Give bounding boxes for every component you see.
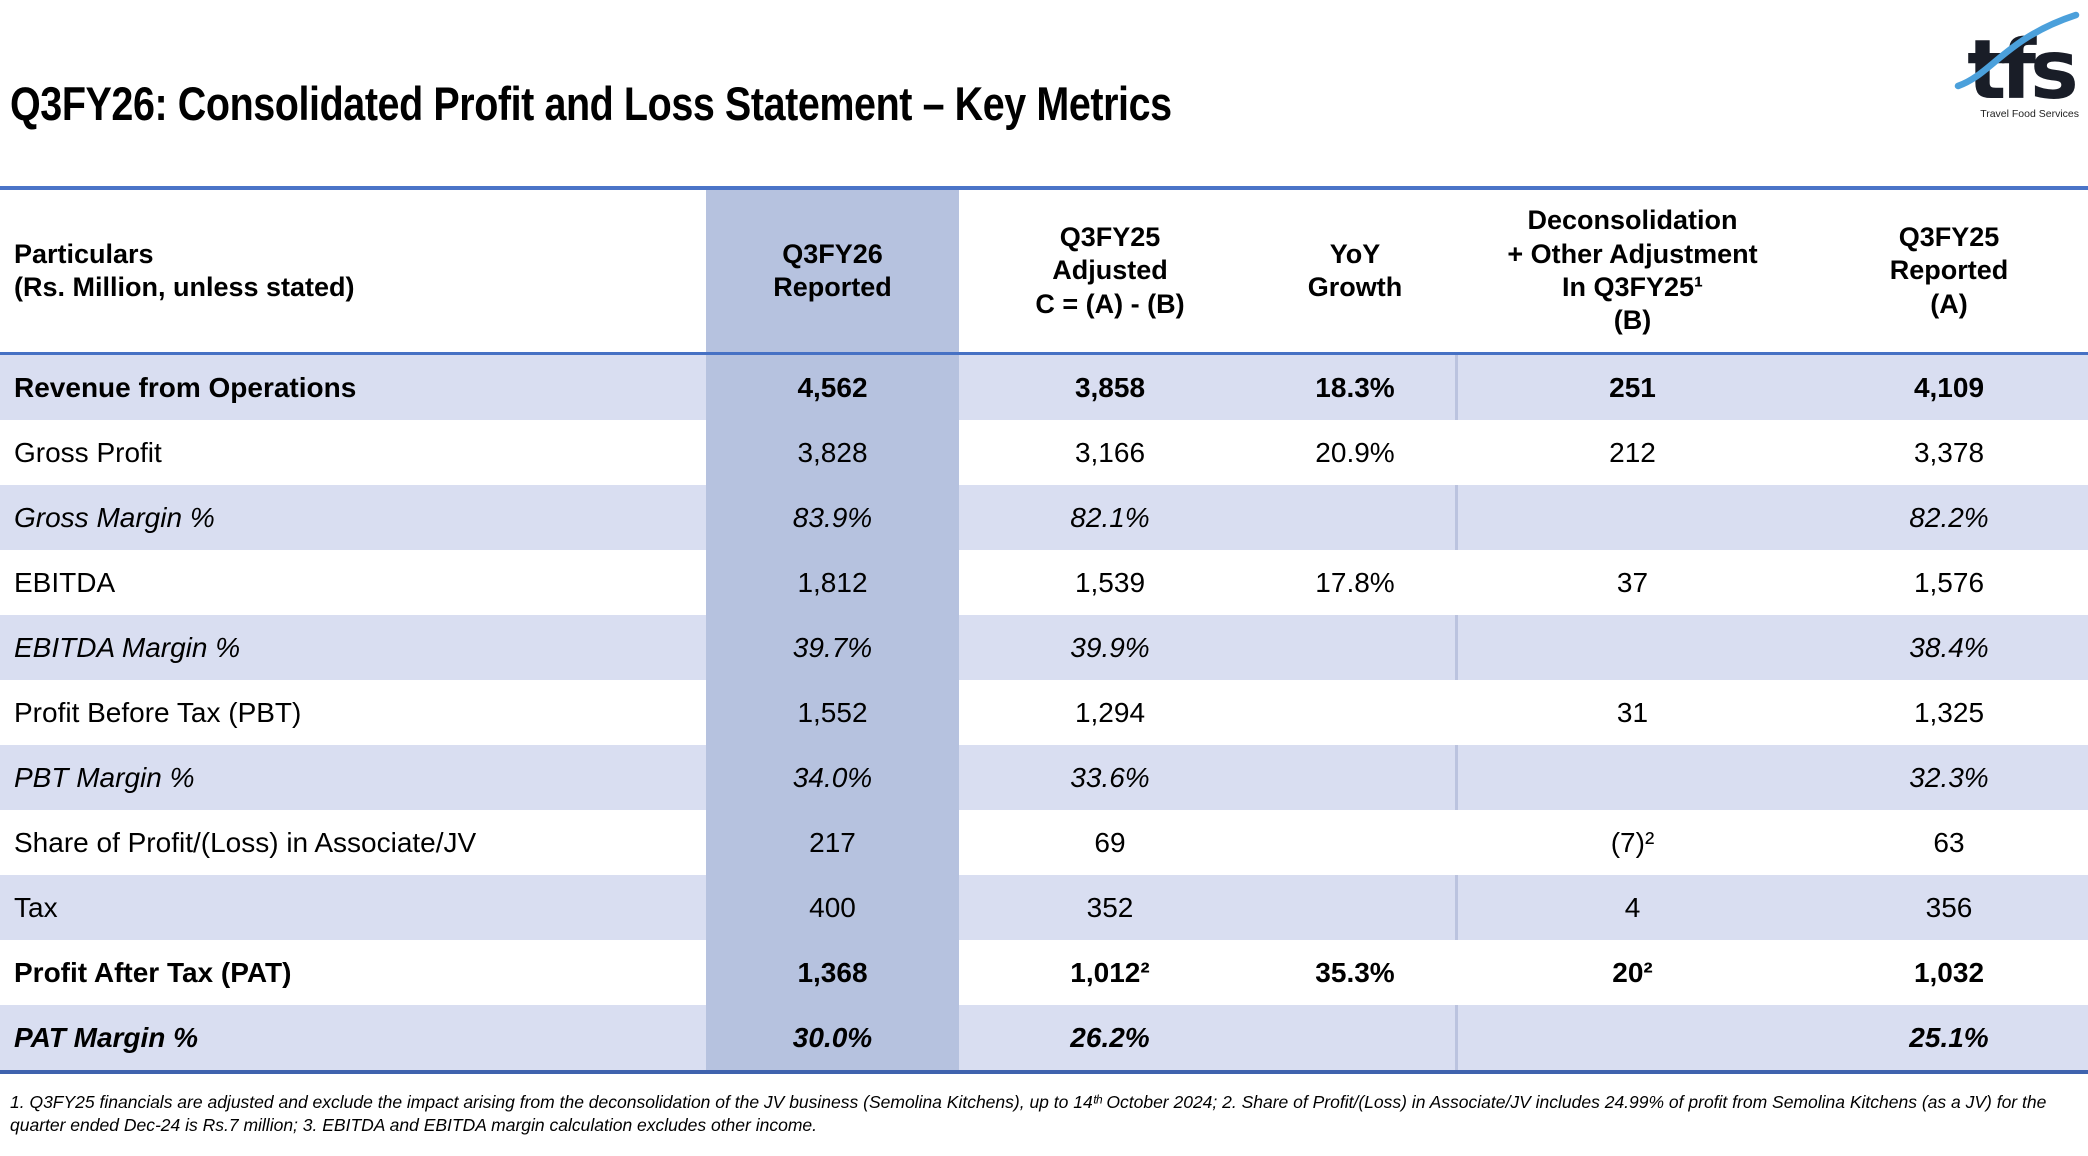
row-label: Revenue from Operations — [14, 371, 357, 403]
cell-q3fy25-reported: 4,109 — [1913, 371, 1985, 403]
table-row: Profit After Tax (PAT) 1,368 1,012² 35.3… — [0, 940, 2088, 1005]
footnotes: 1. Q3FY25 financials are adjusted and ex… — [10, 1092, 2047, 1136]
cell-yoy-growth: 18.3% — [1315, 371, 1395, 403]
cell-q3fy25-reported: 356 — [1925, 891, 1973, 923]
column-header-yoy-growth: YoY Growth — [1307, 238, 1403, 302]
cell-q3fy25-adjusted: 26.2% — [1070, 1021, 1150, 1053]
column-header-deconsolidation: Deconsolidation + Other Adjustment In Q3… — [1507, 205, 1758, 336]
cell-deconsolidation: 31 — [1616, 696, 1649, 728]
cell-deconsolidation: 251 — [1455, 355, 1810, 420]
table-body: Revenue from Operations 4,562 3,858 18.3… — [0, 355, 2088, 1070]
cell-q3fy25-reported: 32.3% — [1909, 761, 1989, 793]
cell-deconsolidation — [1455, 745, 1810, 810]
cell-q3fy26-reported: 4,562 — [700, 355, 965, 420]
cell-q3fy25-reported: 25.1% — [1909, 1021, 1989, 1053]
pl-table: Particulars (Rs. Million, unless stated)… — [0, 186, 2088, 1074]
cell-q3fy25-adjusted: 82.1% — [1070, 501, 1150, 533]
column-header-q3fy26-reported: Q3FY26 Reported — [700, 190, 965, 352]
cell-deconsolidation: 4 — [1455, 875, 1810, 940]
table-row: Share of Profit/(Loss) in Associate/JV 2… — [0, 810, 2088, 875]
cell-q3fy25-reported: 1,576 — [1913, 566, 1985, 598]
table-row: EBITDA Margin % 39.7% 39.9% 38.4% — [0, 615, 2088, 680]
cell-deconsolidation: (7)² — [1610, 826, 1655, 858]
page-title: Q3FY26: Consolidated Profit and Loss Sta… — [10, 77, 1172, 130]
cell-q3fy25-adjusted: 1,294 — [1074, 696, 1146, 728]
row-label: Profit Before Tax (PBT) — [14, 696, 302, 728]
cell-q3fy26-reported: 3,828 — [700, 420, 965, 485]
column-header-q3fy25-adjusted: Q3FY25 Adjusted C = (A) - (B) — [1035, 221, 1185, 319]
cell-q3fy25-reported: 1,032 — [1913, 956, 1985, 988]
cell-q3fy25-adjusted: 69 — [1094, 826, 1126, 858]
cell-yoy-growth: 17.8% — [1315, 566, 1395, 598]
cell-q3fy26-reported: 217 — [700, 810, 965, 875]
table-row: Gross Margin % 83.9% 82.1% 82.2% — [0, 485, 2088, 550]
cell-yoy-growth — [1255, 1005, 1455, 1070]
table-row: Profit Before Tax (PBT) 1,552 1,294 31 1… — [0, 680, 2088, 745]
cell-deconsolidation — [1455, 485, 1810, 550]
table-header-row: Particulars (Rs. Million, unless stated)… — [0, 190, 2088, 355]
table-row: PAT Margin % 30.0% 26.2% 25.1% — [0, 1005, 2088, 1070]
cell-q3fy26-reported: 1,368 — [700, 940, 965, 1005]
cell-q3fy26-reported: 83.9% — [700, 485, 965, 550]
cell-q3fy26-reported: 39.7% — [700, 615, 965, 680]
cell-deconsolidation: 37 — [1616, 566, 1649, 598]
table-row: Tax 400 352 4 356 — [0, 875, 2088, 940]
cell-q3fy25-reported: 1,325 — [1913, 696, 1985, 728]
row-label: Profit After Tax (PAT) — [14, 956, 292, 988]
column-header-particulars: Particulars (Rs. Million, unless stated) — [14, 238, 355, 302]
cell-q3fy26-reported: 1,812 — [700, 550, 965, 615]
cell-q3fy26-reported: 34.0% — [700, 745, 965, 810]
row-label: Gross Margin % — [14, 501, 215, 533]
cell-yoy-growth — [1255, 745, 1455, 810]
row-label: EBITDA — [14, 566, 116, 598]
cell-q3fy25-adjusted: 39.9% — [1070, 631, 1150, 663]
table-row: EBITDA 1,812 1,539 17.8% 37 1,576 — [0, 550, 2088, 615]
cell-yoy-growth: 20.9% — [1315, 436, 1395, 468]
row-label: Gross Profit — [14, 436, 162, 468]
row-label: Tax — [14, 891, 58, 923]
row-label: PBT Margin % — [14, 761, 195, 793]
cell-q3fy25-reported: 3,378 — [1913, 436, 1985, 468]
row-label: PAT Margin % — [14, 1021, 199, 1053]
cell-yoy-growth: 35.3% — [1315, 956, 1395, 988]
cell-deconsolidation: 212 — [1609, 436, 1656, 468]
cell-deconsolidation: 20² — [1612, 956, 1653, 988]
cell-q3fy25-adjusted: 1,539 — [1074, 566, 1146, 598]
cell-q3fy25-reported: 38.4% — [1909, 631, 1989, 663]
cell-deconsolidation — [1455, 1005, 1810, 1070]
tfs-logo: tfs Travel Food Services — [1954, 11, 2081, 120]
row-label: EBITDA Margin % — [14, 631, 241, 663]
cell-q3fy25-adjusted: 3,858 — [1074, 371, 1146, 403]
row-label: Share of Profit/(Loss) in Associate/JV — [14, 826, 477, 858]
cell-yoy-growth — [1255, 485, 1455, 550]
tfs-logo-tagline: Travel Food Services — [1980, 108, 2079, 120]
table-row: Gross Profit 3,828 3,166 20.9% 212 3,378 — [0, 420, 2088, 485]
cell-q3fy25-reported: 82.2% — [1909, 501, 1989, 533]
cell-q3fy25-reported: 63 — [1933, 826, 1965, 858]
cell-q3fy25-adjusted: 33.6% — [1070, 761, 1150, 793]
column-header-q3fy25-reported: Q3FY25 Reported (A) — [1889, 221, 2009, 319]
cell-q3fy25-adjusted: 352 — [1086, 891, 1134, 923]
cell-deconsolidation — [1455, 615, 1810, 680]
cell-q3fy25-adjusted: 1,012² — [1070, 956, 1150, 988]
cell-q3fy26-reported: 400 — [700, 875, 965, 940]
cell-yoy-growth — [1255, 875, 1455, 940]
cell-q3fy26-reported: 1,552 — [700, 680, 965, 745]
table-row: PBT Margin % 34.0% 33.6% 32.3% — [0, 745, 2088, 810]
cell-yoy-growth — [1255, 680, 1455, 745]
table-row: Revenue from Operations 4,562 3,858 18.3… — [0, 355, 2088, 420]
logo-swoosh-icon — [1954, 11, 2080, 90]
cell-q3fy25-adjusted: 3,166 — [1074, 436, 1146, 468]
cell-yoy-growth — [1255, 615, 1455, 680]
cell-yoy-growth — [1255, 810, 1455, 875]
cell-q3fy26-reported: 30.0% — [700, 1005, 965, 1070]
